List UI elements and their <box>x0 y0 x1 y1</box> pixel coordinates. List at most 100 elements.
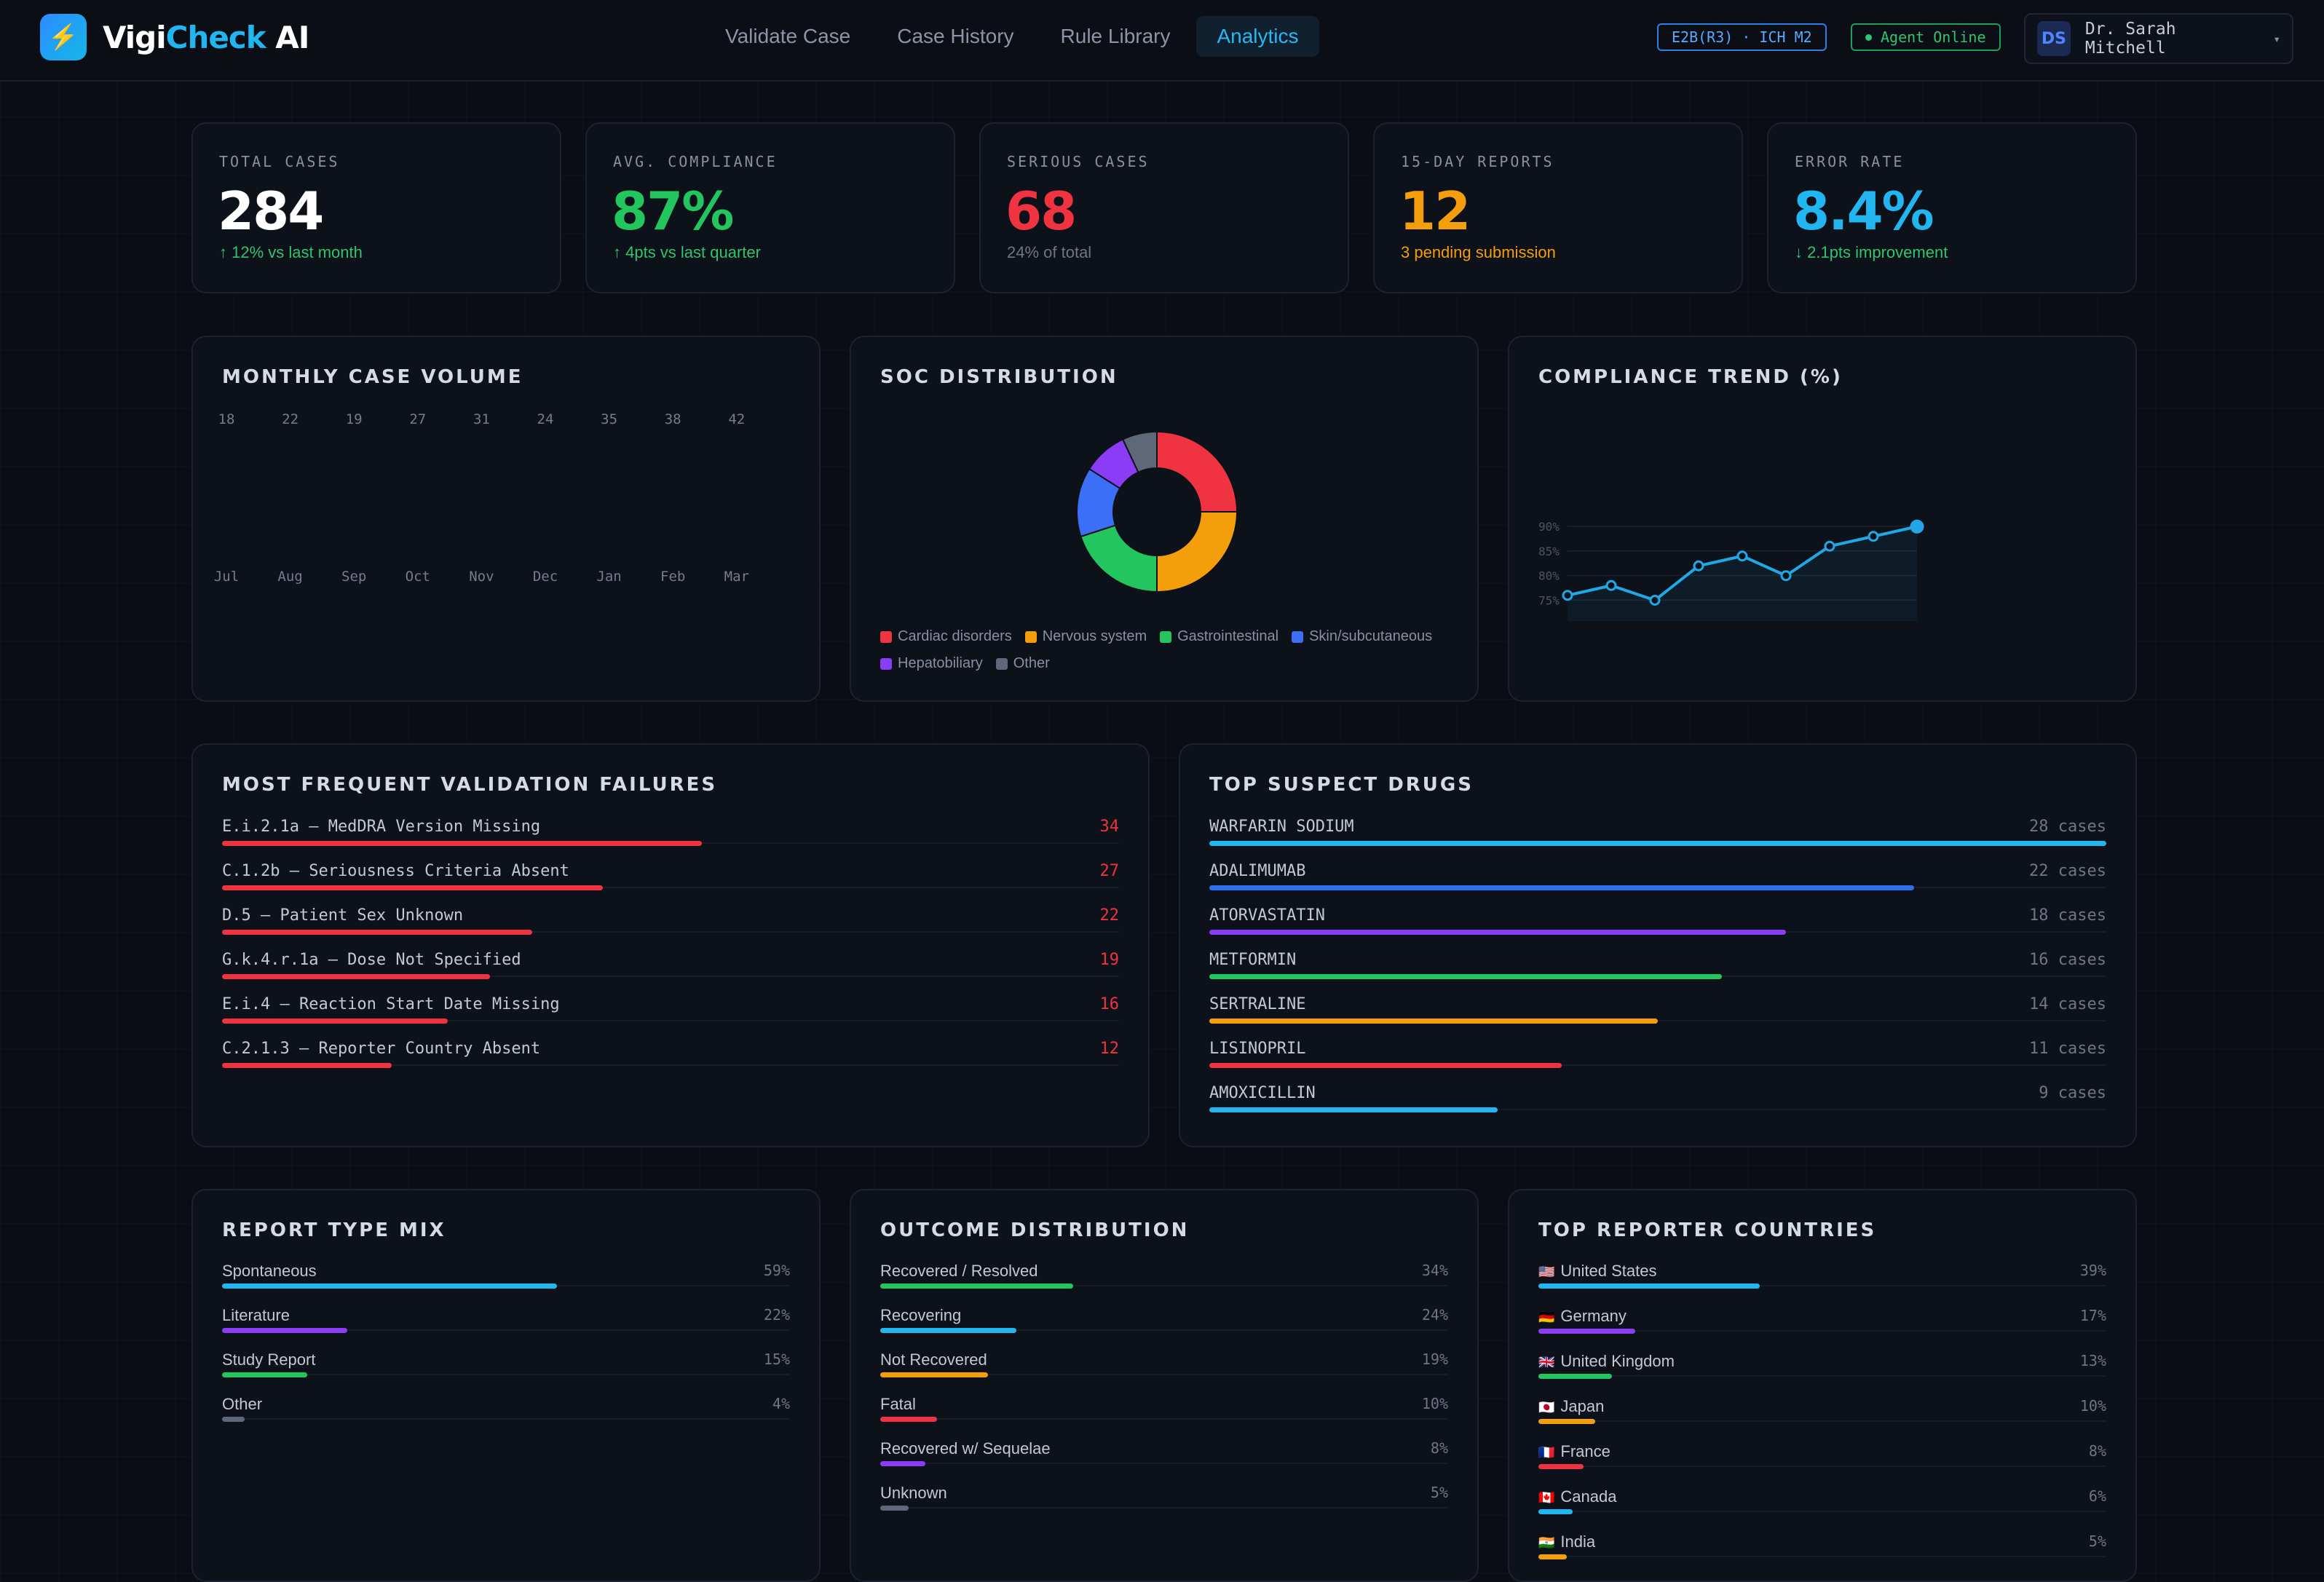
trend-point[interactable] <box>1605 580 1617 591</box>
drug-row[interactable]: ATORVASTATIN 18 cases <box>1209 906 2106 938</box>
suspect-drugs-card: TOP SUSPECT DRUGS WARFARIN SODIUM 28 case… <box>1179 743 2137 1147</box>
row-label: 🇮🇳 India <box>1538 1532 1595 1551</box>
drug-row[interactable]: ADALIMUMAB 22 cases <box>1209 862 2106 894</box>
country-row[interactable]: 🇫🇷 France 8% <box>1538 1442 2106 1474</box>
donut-slice-1[interactable] <box>1156 511 1238 593</box>
row-label-text: Japan <box>1560 1397 1605 1415</box>
donut-slice-5[interactable] <box>1121 430 1158 474</box>
flag-icon: 🇺🇸 <box>1538 1265 1555 1279</box>
trend-point[interactable] <box>1910 519 1924 534</box>
country-row[interactable]: 🇯🇵 Japan 10% <box>1538 1397 2106 1429</box>
row-value: 18 cases <box>2029 906 2106 925</box>
bar-track <box>880 1285 1448 1286</box>
drug-row[interactable]: AMOXICILLIN 9 cases <box>1209 1084 2106 1116</box>
legend-label: Gastrointestinal <box>1177 628 1279 644</box>
row-label-text: France <box>1560 1442 1610 1460</box>
bar-fill <box>1538 1554 1567 1559</box>
country-row[interactable]: 🇩🇪 Germany 17% <box>1538 1307 2106 1339</box>
nav-validate-case[interactable]: Validate Case <box>725 25 851 47</box>
report-type-row[interactable]: Study Report 15% <box>222 1350 790 1383</box>
bar-track <box>1209 1064 2106 1066</box>
trend-point[interactable] <box>1780 570 1792 582</box>
trend-point[interactable] <box>1868 531 1879 542</box>
legend-label: Other <box>1013 655 1050 671</box>
bar-track <box>880 1463 1448 1464</box>
user-menu[interactable]: DS Dr. Sarah Mitchell ▾ <box>2024 13 2293 64</box>
trend-area <box>1568 526 1917 621</box>
row-value-number: 28 <box>2029 818 2049 836</box>
row-value-unit: cases <box>2058 1040 2106 1058</box>
bar-track <box>1538 1511 2106 1512</box>
flag-icon: 🇨🇦 <box>1538 1490 1555 1505</box>
drug-row[interactable]: LISINOPRIL 11 cases <box>1209 1040 2106 1072</box>
trend-point[interactable] <box>1649 595 1661 606</box>
row-value-number: 16 <box>2029 951 2049 969</box>
nav-case-history[interactable]: Case History <box>897 25 1014 47</box>
kpi-value: 8.4% <box>1793 181 1934 242</box>
row-value: 8% <box>1430 1439 1448 1457</box>
country-row[interactable]: 🇨🇦 Canada 6% <box>1538 1487 2106 1519</box>
kpi-value: 87% <box>612 181 734 242</box>
country-row[interactable]: 🇬🇧 United Kingdom 13% <box>1538 1352 2106 1384</box>
outcome-row[interactable]: Fatal 10% <box>880 1395 1448 1427</box>
drug-row[interactable]: METFORMIN 16 cases <box>1209 951 2106 983</box>
failure-row[interactable]: E.i.4 — Reaction Start Date Missing 16 <box>222 995 1119 1027</box>
y-tick-label: 90% <box>1538 520 1560 534</box>
drug-row[interactable]: SERTRALINE 14 cases <box>1209 995 2106 1027</box>
row-value-number: 16 <box>1099 995 1120 1013</box>
standard-badge: E2B(R3) · ICH M2 <box>1657 23 1827 51</box>
row-label: 🇬🇧 United Kingdom <box>1538 1352 1675 1371</box>
row-value-number: 11 <box>2029 1040 2049 1058</box>
bar-category-label: Jul <box>213 569 240 585</box>
report-type-row[interactable]: Literature 22% <box>222 1306 790 1338</box>
bar-fill <box>222 1417 245 1422</box>
report-type-row[interactable]: Spontaneous 59% <box>222 1262 790 1294</box>
row-value-number: 24 <box>1421 1306 1439 1324</box>
kpi-subtext: ↓ 2.1pts improvement <box>1795 243 1948 261</box>
drug-row[interactable]: WARFARIN SODIUM 28 cases <box>1209 818 2106 850</box>
failure-row[interactable]: D.5 — Patient Sex Unknown 22 <box>222 906 1119 938</box>
country-row[interactable]: 🇺🇸 United States 39% <box>1538 1262 2106 1294</box>
bar-track <box>1209 1020 2106 1021</box>
legend-swatch <box>1292 630 1304 643</box>
row-value: 15% <box>763 1350 790 1368</box>
trend-point[interactable] <box>1824 540 1835 552</box>
country-row[interactable]: 🇮🇳 India 5% <box>1538 1532 2106 1565</box>
row-label: Fatal <box>880 1395 916 1413</box>
failure-row[interactable]: E.i.2.1a — MedDRA Version Missing 34 <box>222 818 1119 850</box>
outcome-row[interactable]: Recovered / Resolved 34% <box>880 1262 1448 1294</box>
donut-slice-0[interactable] <box>1156 430 1238 513</box>
bar-fill <box>1209 841 2106 846</box>
failure-row[interactable]: G.k.4.r.1a — Dose Not Specified 19 <box>222 951 1119 983</box>
trend-point[interactable] <box>1562 590 1573 601</box>
outcome-row[interactable]: Not Recovered 19% <box>880 1350 1448 1383</box>
row-label: AMOXICILLIN <box>1209 1084 1316 1102</box>
failure-row[interactable]: C.1.2b — Seriousness Criteria Absent 27 <box>222 862 1119 894</box>
bar-fill <box>222 1284 558 1289</box>
logo[interactable]: ⚡ VigiCheck AI <box>40 13 309 61</box>
row-value-number: 8 <box>1430 1439 1439 1457</box>
row-value-unit: cases <box>2058 906 2106 925</box>
nav-rule-library[interactable]: Rule Library <box>1060 25 1171 47</box>
row-value-number: 14 <box>2029 995 2049 1013</box>
serious-cases-card: SERIOUS CASES 68 24% of total <box>979 122 1349 293</box>
report-type-row[interactable]: Other 4% <box>222 1395 790 1427</box>
trend-point[interactable] <box>1736 550 1748 562</box>
trend-point[interactable] <box>1693 560 1704 572</box>
bar-fill <box>1209 930 1786 935</box>
row-label: Other <box>222 1395 263 1413</box>
row-value-number: 39 <box>2079 1262 2098 1279</box>
row-label: Recovered w/ Sequelae <box>880 1439 1051 1458</box>
failure-row[interactable]: C.2.1.3 — Reporter Country Absent 12 <box>222 1040 1119 1072</box>
bar-fill <box>880 1417 937 1422</box>
error-rate-card: ERROR RATE 8.4% ↓ 2.1pts improvement <box>1767 122 2137 293</box>
donut-slice-2[interactable] <box>1080 524 1158 593</box>
outcome-row[interactable]: Recovering 24% <box>880 1306 1448 1338</box>
row-value: 14 cases <box>2029 995 2106 1013</box>
outcome-row[interactable]: Unknown 5% <box>880 1484 1448 1516</box>
outcome-row[interactable]: Recovered w/ Sequelae 8% <box>880 1439 1448 1471</box>
row-value: 34% <box>1421 1262 1448 1279</box>
bar-fill <box>880 1372 989 1377</box>
row-value-number: 19 <box>1421 1350 1439 1368</box>
nav-analytics[interactable]: Analytics <box>1196 16 1319 57</box>
